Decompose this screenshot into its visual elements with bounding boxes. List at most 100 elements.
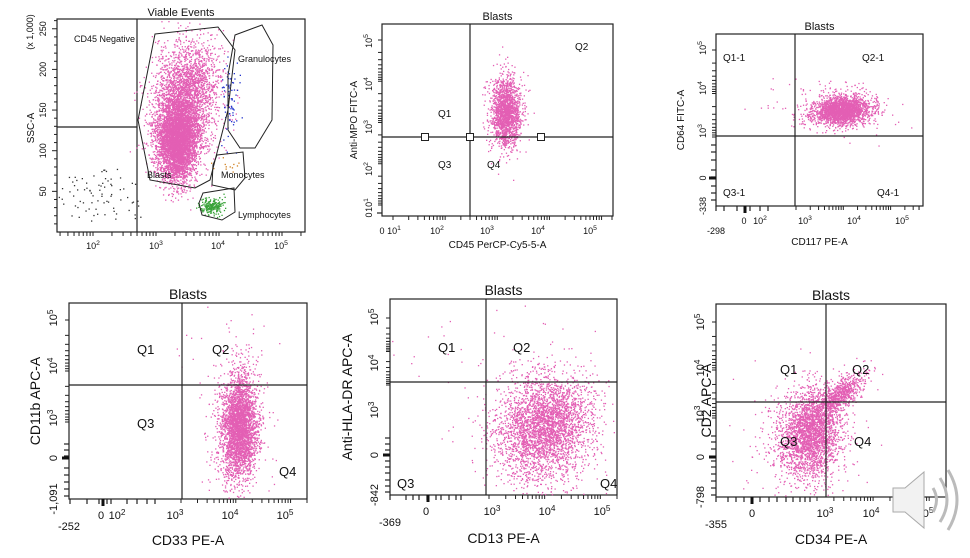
data-point [168, 155, 171, 157]
data-point [171, 64, 173, 66]
data-point [162, 107, 164, 110]
data-point [186, 124, 189, 126]
data-point [63, 203, 65, 205]
data-point [169, 142, 171, 144]
data-point [180, 150, 182, 153]
data-point [173, 177, 176, 179]
data-point [164, 141, 166, 143]
data-point [167, 113, 169, 115]
data-point [159, 89, 161, 91]
data-point [103, 202, 105, 204]
data-point [168, 181, 171, 183]
data-point [183, 165, 186, 167]
tick-exponent: 4 [221, 240, 225, 247]
data-point [166, 139, 168, 141]
data-point [180, 169, 182, 171]
data-point [183, 172, 185, 174]
data-point [183, 167, 185, 169]
data-point [176, 137, 178, 139]
data-point [183, 152, 185, 155]
data-point [107, 180, 109, 182]
data-point [184, 60, 186, 63]
data-point [185, 158, 187, 161]
data-point [138, 205, 140, 207]
data-point [215, 93, 218, 96]
data-point [179, 109, 181, 111]
data-point [174, 188, 176, 190]
data-point [154, 131, 156, 133]
data-point [211, 185, 213, 187]
data-point [157, 159, 159, 161]
data-point [173, 156, 175, 158]
data-point [159, 153, 161, 155]
data-point [105, 170, 108, 173]
data-point [178, 39, 180, 41]
data-point [200, 137, 202, 140]
data-point [68, 176, 71, 179]
data-point [176, 119, 178, 121]
data-point [199, 157, 201, 159]
data-point [193, 154, 195, 156]
data-point [178, 180, 180, 182]
data-point [197, 151, 199, 153]
data-point [155, 185, 157, 187]
data-point [192, 168, 194, 171]
data-point [195, 140, 197, 143]
data-point [183, 146, 185, 149]
data-point [91, 202, 93, 204]
data-point [175, 197, 177, 199]
data-point [170, 138, 172, 140]
data-point [185, 122, 187, 124]
data-point [170, 174, 172, 176]
data-point [173, 178, 175, 180]
data-point [191, 177, 193, 179]
data-point [195, 160, 197, 162]
y-tick-label: 100 [38, 143, 48, 158]
data-point [150, 158, 152, 160]
data-point [163, 159, 165, 161]
data-point [166, 130, 168, 132]
data-point [200, 164, 202, 166]
data-point [115, 218, 117, 220]
data-point [188, 149, 190, 151]
data-point [157, 150, 159, 152]
data-point [200, 151, 202, 153]
data-point [210, 52, 212, 55]
data-point [83, 189, 86, 191]
data-point [189, 170, 191, 172]
data-point [159, 136, 161, 138]
plot-frame [56, 18, 306, 233]
data-point [186, 159, 189, 161]
data-point [104, 178, 107, 180]
data-point [167, 118, 169, 120]
data-point [154, 124, 156, 126]
data-point [191, 154, 194, 156]
data-point [176, 150, 178, 152]
data-point [158, 162, 160, 164]
data-point [170, 187, 172, 189]
data-point [157, 128, 159, 131]
data-point [191, 142, 193, 144]
data-point [217, 76, 220, 78]
data-point [194, 160, 196, 162]
data-point [101, 193, 103, 195]
data-point [194, 164, 196, 166]
data-point [157, 146, 159, 148]
x-tick-label: 102 [86, 240, 100, 251]
data-point [193, 143, 195, 145]
data-point [183, 170, 185, 172]
data-point [154, 119, 157, 121]
data-point [160, 119, 162, 121]
data-point [190, 179, 192, 181]
data-point [186, 190, 188, 192]
data-point [199, 140, 201, 143]
data-point [93, 214, 95, 217]
data-point [167, 154, 170, 156]
data-point [173, 151, 175, 154]
data-point [206, 113, 208, 115]
data-point [173, 98, 175, 101]
data-point [159, 91, 161, 93]
data-point [157, 166, 159, 168]
